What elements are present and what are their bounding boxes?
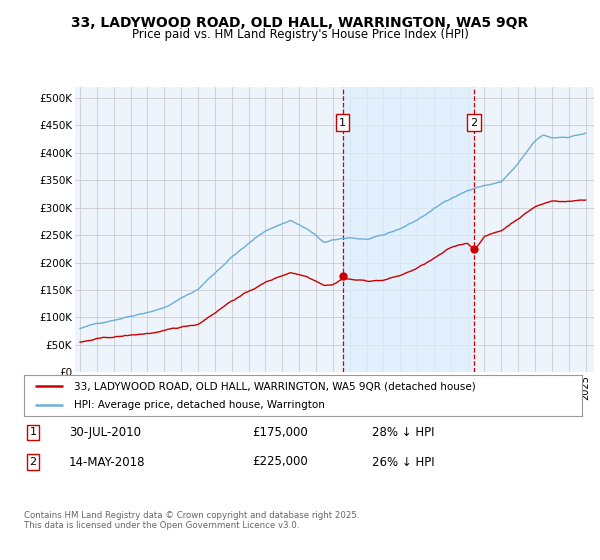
Text: 33, LADYWOOD ROAD, OLD HALL, WARRINGTON, WA5 9QR (detached house): 33, LADYWOOD ROAD, OLD HALL, WARRINGTON,… [74,381,476,391]
Text: 2: 2 [470,118,478,128]
Text: Price paid vs. HM Land Registry's House Price Index (HPI): Price paid vs. HM Land Registry's House … [131,28,469,41]
Text: HPI: Average price, detached house, Warrington: HPI: Average price, detached house, Warr… [74,400,325,409]
Text: 33, LADYWOOD ROAD, OLD HALL, WARRINGTON, WA5 9QR: 33, LADYWOOD ROAD, OLD HALL, WARRINGTON,… [71,16,529,30]
Text: £175,000: £175,000 [252,426,308,439]
Text: 28% ↓ HPI: 28% ↓ HPI [372,426,434,439]
Bar [343,87,474,372]
Text: Contains HM Land Registry data © Crown copyright and database right 2025.
This d: Contains HM Land Registry data © Crown c… [24,511,359,530]
Text: 26% ↓ HPI: 26% ↓ HPI [372,455,434,469]
Text: 1: 1 [339,118,346,128]
Text: 14-MAY-2018: 14-MAY-2018 [69,455,146,469]
Text: 2: 2 [29,457,37,467]
Text: 1: 1 [29,427,37,437]
Text: 30-JUL-2010: 30-JUL-2010 [69,426,141,439]
Text: £225,000: £225,000 [252,455,308,469]
